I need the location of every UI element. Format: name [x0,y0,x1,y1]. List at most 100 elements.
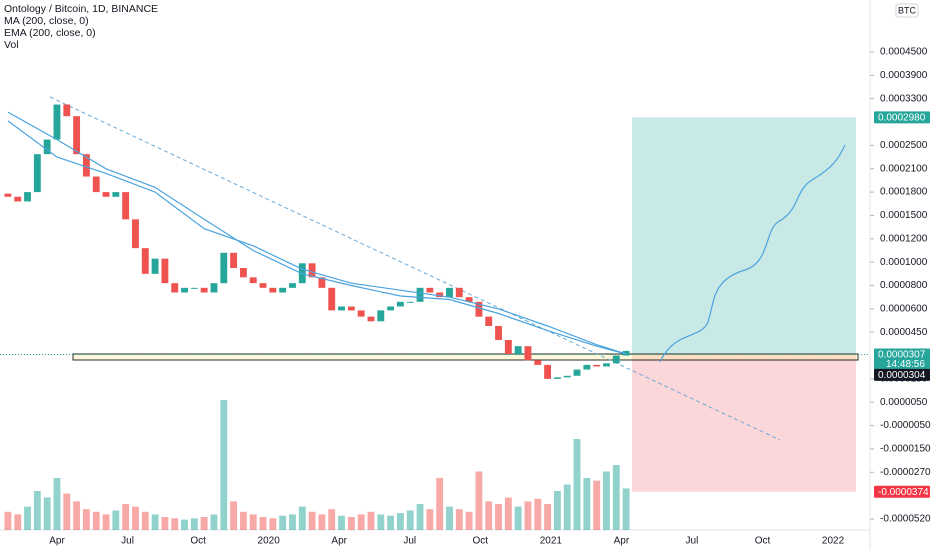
candle [210,283,218,293]
volume-bar [495,504,502,530]
candle [622,350,630,356]
x-tick-label: Oct [190,536,206,547]
candle [151,258,159,274]
volume-bar [92,511,100,530]
indicator-label: Vol [4,39,19,51]
candle [603,363,610,367]
candle [24,192,31,202]
candle [259,283,267,288]
projection-path [659,144,846,363]
volume-bar [406,510,414,530]
candle [122,192,130,220]
y-tick-label: -0.0000270 [880,467,931,478]
volume-bar [416,504,424,530]
y-tick-label: 0.0001000 [880,257,928,268]
candle [436,292,444,298]
volume-bar [151,514,159,530]
indicator-label: EMA (200, close, 0) [4,27,96,39]
candle [102,192,110,197]
y-tick-label: 0.0000450 [880,327,928,338]
volume-bar [622,488,630,530]
volume-bar [524,501,532,530]
volume-bar [4,511,12,530]
volume-bar [318,514,326,530]
candle [377,310,385,322]
currency[interactable]: BTC [898,5,917,15]
volume-bar [63,493,71,530]
volume-bar [279,515,287,530]
candle [279,287,287,293]
volume-bar [367,511,375,530]
candle [583,364,591,370]
volume-bar [573,439,581,530]
y-tick-label: 0.0000600 [880,303,928,314]
candle [455,287,463,298]
volume-bar [475,471,483,530]
volume-bar [603,471,610,530]
x-tick-label: Jul [121,536,134,547]
trend-line [49,96,781,441]
y-tick-label: 0.0002500 [880,140,928,151]
x-tick-label: Apr [614,536,630,547]
target-badge-label: 0.0002980 [878,113,926,124]
candle [534,360,542,365]
currency-box[interactable] [895,3,919,18]
candle [171,283,179,293]
ma-line [7,120,627,355]
volume-bar [33,491,41,530]
candle [318,277,326,288]
price-badge-label: 0.0000307 [878,350,926,361]
x-tick-label: Jul [403,536,416,547]
volume-bar [357,514,365,530]
y-tick-label: -0.0000050 [880,420,931,431]
candle [553,377,561,379]
volume-bar [82,509,90,530]
candle [387,306,395,311]
y-tick-label: 0.0000050 [880,397,928,408]
candle [563,375,571,378]
x-tick-label: 2021 [540,536,563,547]
volume-bar [102,514,110,530]
volume-bar [387,515,395,530]
ema-line [7,111,627,355]
chart-title: Ontology / Bitcoin, 1D, BINANCE [4,3,158,15]
candle [92,176,100,193]
volume-bar [544,504,552,530]
volume-bar [504,497,512,530]
candle [141,248,149,274]
candle [504,339,512,354]
volume-bar [161,517,169,530]
price-badge [874,348,930,371]
candle [367,316,375,322]
candle [612,355,620,364]
volume-bar [112,510,120,530]
position-zones [632,117,856,492]
volume-bar [436,478,444,530]
candle [112,192,120,197]
candle [593,364,601,367]
volume-bar [455,509,463,530]
volume-bar [298,506,306,530]
volume-bar [446,506,453,530]
x-tick-label: 2022 [822,536,845,547]
y-tick-label: 0.0001200 [880,233,928,244]
candle [475,301,483,317]
volume-bar [171,518,179,530]
volume-bar [593,480,601,530]
volume-bar [612,465,620,530]
volume-bar [249,514,257,530]
y-tick-label: 0.0000800 [880,280,928,291]
candle [14,196,22,202]
volume-bar [14,514,22,530]
volume-bar [210,514,218,530]
candle [308,263,316,278]
candle [33,154,41,193]
volume-bar [514,506,522,530]
volume-bar [53,478,61,530]
volume-bar [396,513,404,530]
x-tick-label: Oct [755,536,771,547]
candle [338,306,345,311]
y-tick-label: 0.0001500 [880,210,928,221]
volume-bar [534,498,542,530]
volume-bar [338,515,345,530]
